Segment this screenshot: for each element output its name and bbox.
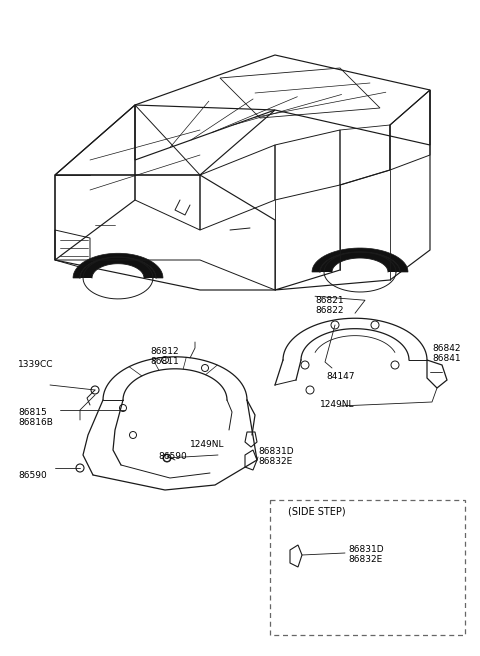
Text: 86842
86841: 86842 86841 (432, 344, 461, 363)
Text: (SIDE STEP): (SIDE STEP) (288, 507, 346, 517)
Polygon shape (73, 253, 163, 278)
Text: 1249NL: 1249NL (190, 440, 225, 449)
Text: 86590: 86590 (158, 452, 187, 461)
Text: 86812
86811: 86812 86811 (150, 347, 179, 367)
Text: 86821
86822: 86821 86822 (315, 296, 344, 316)
Text: 86831D
86832E: 86831D 86832E (348, 545, 384, 564)
Text: 1249NL: 1249NL (320, 400, 355, 409)
Text: 86831D
86832E: 86831D 86832E (258, 447, 294, 466)
Text: 1339CC: 1339CC (18, 360, 53, 369)
Polygon shape (312, 248, 408, 272)
Polygon shape (80, 257, 156, 278)
Bar (270, 500, 465, 635)
Text: 84147: 84147 (326, 372, 355, 381)
Text: 86590: 86590 (18, 471, 47, 480)
Text: 86815
86816B: 86815 86816B (18, 408, 53, 428)
Polygon shape (320, 252, 400, 272)
